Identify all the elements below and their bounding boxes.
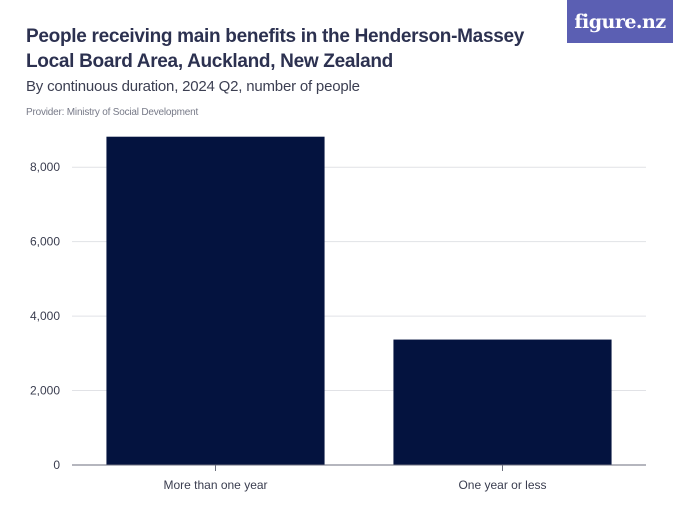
bar[interactable] [393,339,612,465]
x-category-label: One year or less [458,478,546,492]
y-tick-label: 6,000 [30,235,60,249]
y-tick-label: 0 [53,458,60,472]
chart-subtitle: By continuous duration, 2024 Q2, number … [26,78,360,95]
axes: 0 2,000 4,000 6,000 8,000 More than one year O… [30,160,646,492]
y-tick-label: 4,000 [30,309,60,323]
y-tick-label: 2,000 [30,384,60,398]
bars [106,136,612,465]
y-tick-label: 8,000 [30,160,60,174]
chart-title: People receiving main benefits in the He… [26,26,525,72]
x-category-label: More than one year [163,478,267,492]
figure-nz-logo[interactable]: figure.nz [567,0,673,43]
bar[interactable] [106,136,325,465]
data-provider: Provider: Ministry of Social Development [26,107,199,118]
